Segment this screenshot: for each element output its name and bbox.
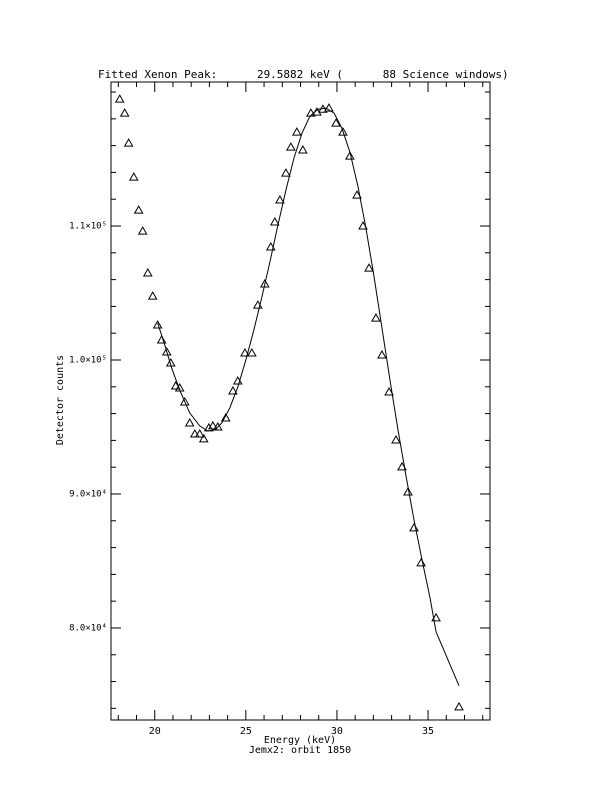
fit-line xyxy=(157,107,460,687)
y-tick-label: 1.1×10⁵ xyxy=(69,222,107,232)
y-tick-label: 1.0×10⁵ xyxy=(69,356,107,366)
data-point xyxy=(137,226,148,235)
data-point xyxy=(306,108,316,117)
data-point xyxy=(403,486,413,496)
data-point xyxy=(454,701,464,711)
data-point xyxy=(409,522,419,532)
data-point xyxy=(119,108,130,117)
data-point xyxy=(246,348,257,357)
y-tick-label: 8.0×10⁴ xyxy=(69,623,107,633)
data-point xyxy=(377,350,387,359)
data-point xyxy=(275,195,285,204)
data-point xyxy=(298,145,308,154)
x-tick-label: 30 xyxy=(331,726,343,737)
x-axis-label: Energy (keV) xyxy=(264,735,336,746)
data-point xyxy=(156,335,167,344)
data-point xyxy=(147,291,158,300)
y-tick-label: 9.0×10⁴ xyxy=(69,489,107,499)
data-point xyxy=(269,216,280,226)
data-point xyxy=(384,387,394,396)
data-point xyxy=(291,127,302,136)
chart-title: Fitted Xenon Peak: 29.5882 keV ( 88 Scie… xyxy=(98,68,509,81)
data-point xyxy=(352,190,362,199)
data-point xyxy=(431,612,441,622)
data-point xyxy=(179,396,190,406)
data-point xyxy=(128,172,139,181)
data-point xyxy=(345,151,355,160)
data-point xyxy=(220,413,231,422)
data-point xyxy=(194,428,205,438)
data-point xyxy=(416,557,426,567)
data-point xyxy=(324,103,334,112)
x-tick-label: 35 xyxy=(422,726,434,737)
x-tick-label: 20 xyxy=(149,726,161,737)
data-point xyxy=(161,346,172,356)
data-point xyxy=(338,127,348,136)
data-point xyxy=(391,434,401,444)
data-point xyxy=(133,205,144,214)
data-point xyxy=(331,118,341,127)
data-point xyxy=(114,94,125,103)
data-point xyxy=(189,428,200,438)
data-point xyxy=(152,320,163,329)
data-point xyxy=(259,279,270,288)
data-point xyxy=(281,168,291,177)
data-point xyxy=(371,313,381,322)
data-point xyxy=(285,142,296,151)
data-point xyxy=(212,421,223,431)
data-point xyxy=(240,348,250,357)
data-point xyxy=(207,420,218,430)
subtitle: Jemx2: orbit 1850 xyxy=(249,745,351,756)
data-point xyxy=(184,417,195,427)
data-point xyxy=(198,433,209,443)
data-point xyxy=(123,138,134,147)
x-tick-label: 25 xyxy=(240,726,252,737)
data-point xyxy=(364,263,374,272)
data-point xyxy=(228,385,238,395)
y-axis-label: Detector counts xyxy=(55,355,66,445)
data-point xyxy=(142,268,153,277)
